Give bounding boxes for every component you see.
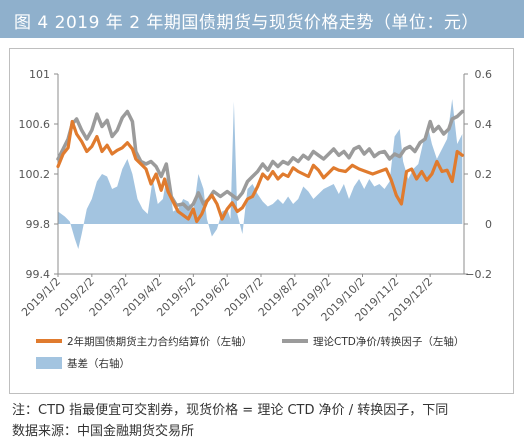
left-tick-label: 100.2	[19, 168, 51, 181]
axes-layer: 99.4 99.8 100.2 100.6 101 −0.2 0 0.2 0.4 0.6	[19, 68, 493, 281]
right-tick-label: −0.2	[465, 268, 492, 281]
figure-title: 图 4 2019 年 2 年期国债期货与现货价格走势（单位：元）	[14, 13, 479, 33]
basis-area-layer	[58, 99, 463, 249]
footnote: 注：CTD 指最便宜可交割券，现货价格 = 理论 CTD 净价 / 转换因子，下…	[12, 403, 449, 418]
legend-label: 2年期国债期货主力合约结算价（左轴）	[67, 335, 252, 348]
right-tick-label: 0.4	[475, 118, 493, 131]
series-lines-layer	[56, 109, 465, 224]
legend-label: 基差（右轴）	[67, 357, 130, 370]
right-tick-label: 0.2	[475, 168, 493, 181]
figure-title-bar: 图 4 2019 年 2 年期国债期货与现货价格走势（单位：元）	[0, 0, 524, 38]
right-tick-label: 0	[485, 218, 492, 231]
legend: 2年期国债期货主力合约结算价（左轴） 理论CTD净价/转换因子（左轴） 基差（右轴）	[36, 335, 464, 370]
data-source-note: 数据来源：中国金融期货交易所	[12, 424, 195, 439]
left-tick-label: 99.4	[26, 268, 51, 281]
legend-swatch	[36, 357, 62, 369]
x-tick-labels: 2019/1/22019/2/22019/3/22019/4/22019/5/2…	[19, 275, 435, 324]
legend-label: 理论CTD净价/转换因子（左轴）	[313, 335, 464, 348]
left-tick-label: 99.8	[26, 218, 51, 231]
chart-frame: 99.4 99.8 100.2 100.6 101 −0.2 0 0.2 0.4 0.6 2019…	[9, 48, 514, 394]
price-chart: 99.4 99.8 100.2 100.6 101 −0.2 0 0.2 0.4 0.6 2019…	[19, 68, 493, 370]
left-tick-label: 100.6	[19, 118, 51, 131]
left-tick-label: 101	[29, 68, 50, 81]
right-tick-label: 0.6	[475, 68, 493, 81]
basis-area	[58, 99, 463, 249]
ctd-price-line	[56, 109, 465, 211]
futures-price-line	[56, 119, 464, 224]
